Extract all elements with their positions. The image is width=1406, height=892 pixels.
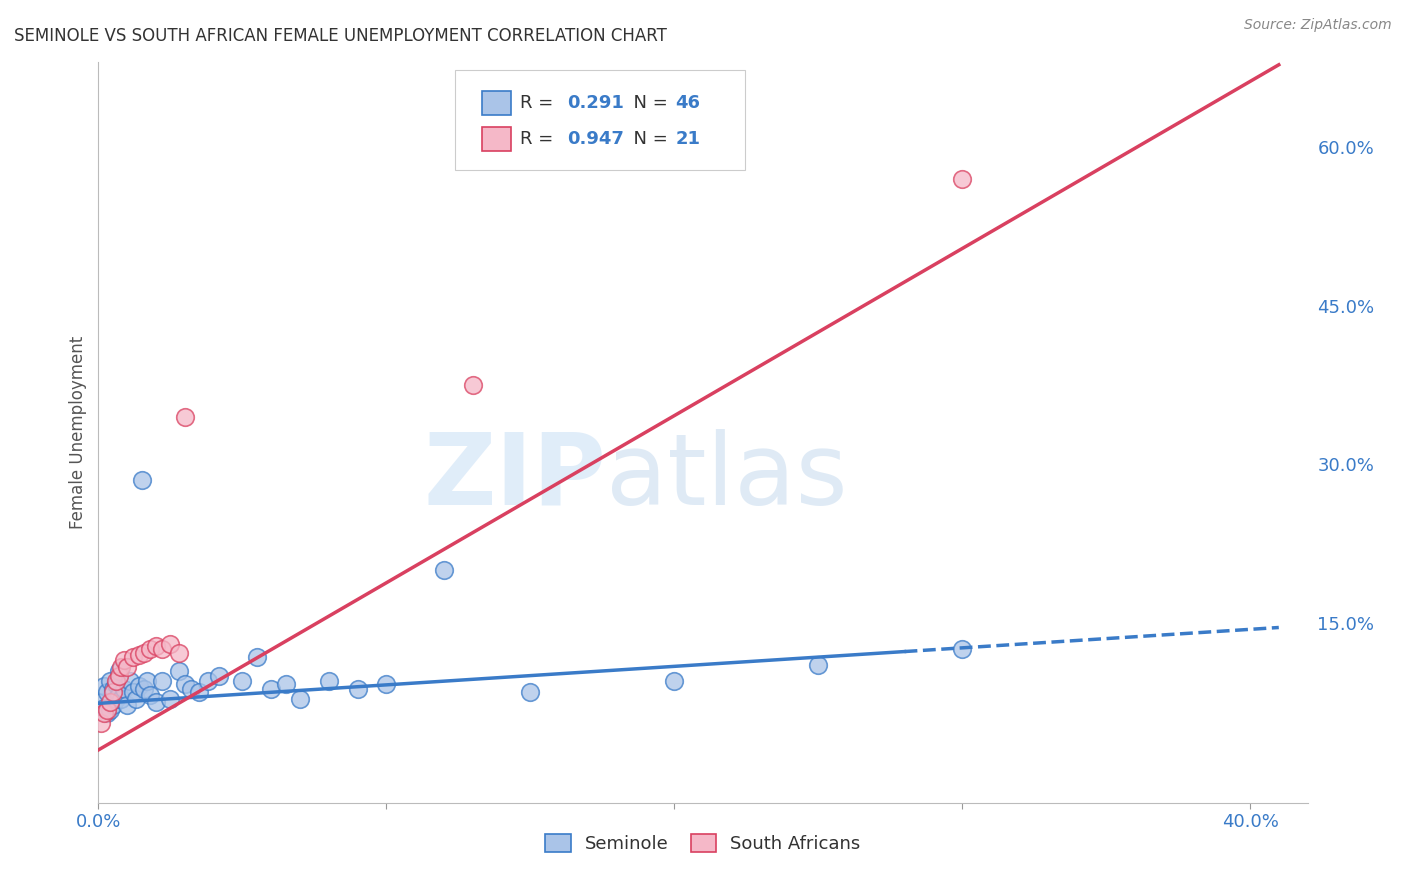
Legend: Seminole, South Africans: Seminole, South Africans bbox=[538, 827, 868, 861]
Point bbox=[107, 688, 129, 702]
Point bbox=[950, 171, 973, 186]
Point bbox=[110, 692, 132, 706]
Point bbox=[128, 680, 150, 694]
Text: SEMINOLE VS SOUTH AFRICAN FEMALE UNEMPLOYMENT CORRELATION CHART: SEMINOLE VS SOUTH AFRICAN FEMALE UNEMPLO… bbox=[14, 27, 666, 45]
Point bbox=[125, 692, 148, 706]
Point bbox=[180, 681, 202, 696]
Point bbox=[128, 648, 150, 662]
Point bbox=[346, 681, 368, 696]
Point bbox=[197, 674, 219, 689]
Point bbox=[807, 658, 830, 673]
Text: 21: 21 bbox=[675, 129, 700, 148]
Point bbox=[145, 640, 167, 654]
Bar bbox=[482, 91, 510, 115]
Point bbox=[288, 692, 311, 706]
Point bbox=[115, 660, 138, 674]
Point bbox=[136, 674, 159, 689]
Point bbox=[131, 473, 153, 487]
Point bbox=[167, 664, 190, 678]
Point bbox=[98, 695, 121, 709]
Point bbox=[98, 674, 121, 689]
Text: R =: R = bbox=[520, 129, 560, 148]
Point bbox=[90, 716, 112, 731]
Point bbox=[139, 642, 162, 657]
Point bbox=[375, 677, 398, 691]
Point bbox=[150, 642, 173, 657]
Point bbox=[461, 378, 484, 392]
Point bbox=[104, 677, 127, 691]
Text: ZIP: ZIP bbox=[423, 428, 606, 525]
Text: 0.947: 0.947 bbox=[568, 129, 624, 148]
Point bbox=[134, 646, 156, 660]
Point bbox=[122, 649, 145, 664]
Point bbox=[96, 703, 118, 717]
Point bbox=[93, 700, 115, 714]
Point bbox=[134, 681, 156, 696]
Text: Source: ZipAtlas.com: Source: ZipAtlas.com bbox=[1244, 18, 1392, 32]
Point bbox=[110, 660, 132, 674]
Point bbox=[167, 646, 190, 660]
Text: N =: N = bbox=[621, 95, 673, 112]
Point bbox=[188, 685, 211, 699]
Point bbox=[96, 706, 118, 720]
Point bbox=[101, 698, 124, 713]
Point bbox=[150, 674, 173, 689]
Point bbox=[93, 706, 115, 720]
Point bbox=[145, 695, 167, 709]
FancyBboxPatch shape bbox=[456, 70, 745, 169]
Point bbox=[231, 674, 253, 689]
Point bbox=[101, 681, 124, 696]
Point bbox=[98, 703, 121, 717]
Point bbox=[260, 681, 283, 696]
Point bbox=[104, 692, 127, 706]
Text: R =: R = bbox=[520, 95, 560, 112]
Text: atlas: atlas bbox=[606, 428, 848, 525]
Point bbox=[139, 688, 162, 702]
Text: N =: N = bbox=[621, 129, 673, 148]
Point bbox=[246, 649, 269, 664]
Point bbox=[173, 677, 195, 691]
Point bbox=[104, 674, 127, 689]
Point bbox=[519, 685, 541, 699]
Point bbox=[112, 653, 135, 667]
Point bbox=[318, 674, 340, 689]
Point bbox=[107, 669, 129, 683]
Point bbox=[96, 685, 118, 699]
Point bbox=[208, 669, 231, 683]
Point bbox=[107, 664, 129, 678]
Point bbox=[433, 563, 456, 577]
Point bbox=[159, 637, 181, 651]
Point bbox=[101, 685, 124, 699]
Point bbox=[120, 674, 142, 689]
Y-axis label: Female Unemployment: Female Unemployment bbox=[69, 336, 87, 529]
Bar bbox=[482, 127, 510, 151]
Point bbox=[274, 677, 297, 691]
Point bbox=[122, 685, 145, 699]
Point bbox=[112, 681, 135, 696]
Point bbox=[159, 692, 181, 706]
Point bbox=[90, 695, 112, 709]
Point bbox=[115, 698, 138, 713]
Point bbox=[664, 674, 686, 689]
Text: 0.291: 0.291 bbox=[568, 95, 624, 112]
Point bbox=[950, 642, 973, 657]
Text: 46: 46 bbox=[675, 95, 700, 112]
Point bbox=[93, 680, 115, 694]
Point bbox=[173, 409, 195, 424]
